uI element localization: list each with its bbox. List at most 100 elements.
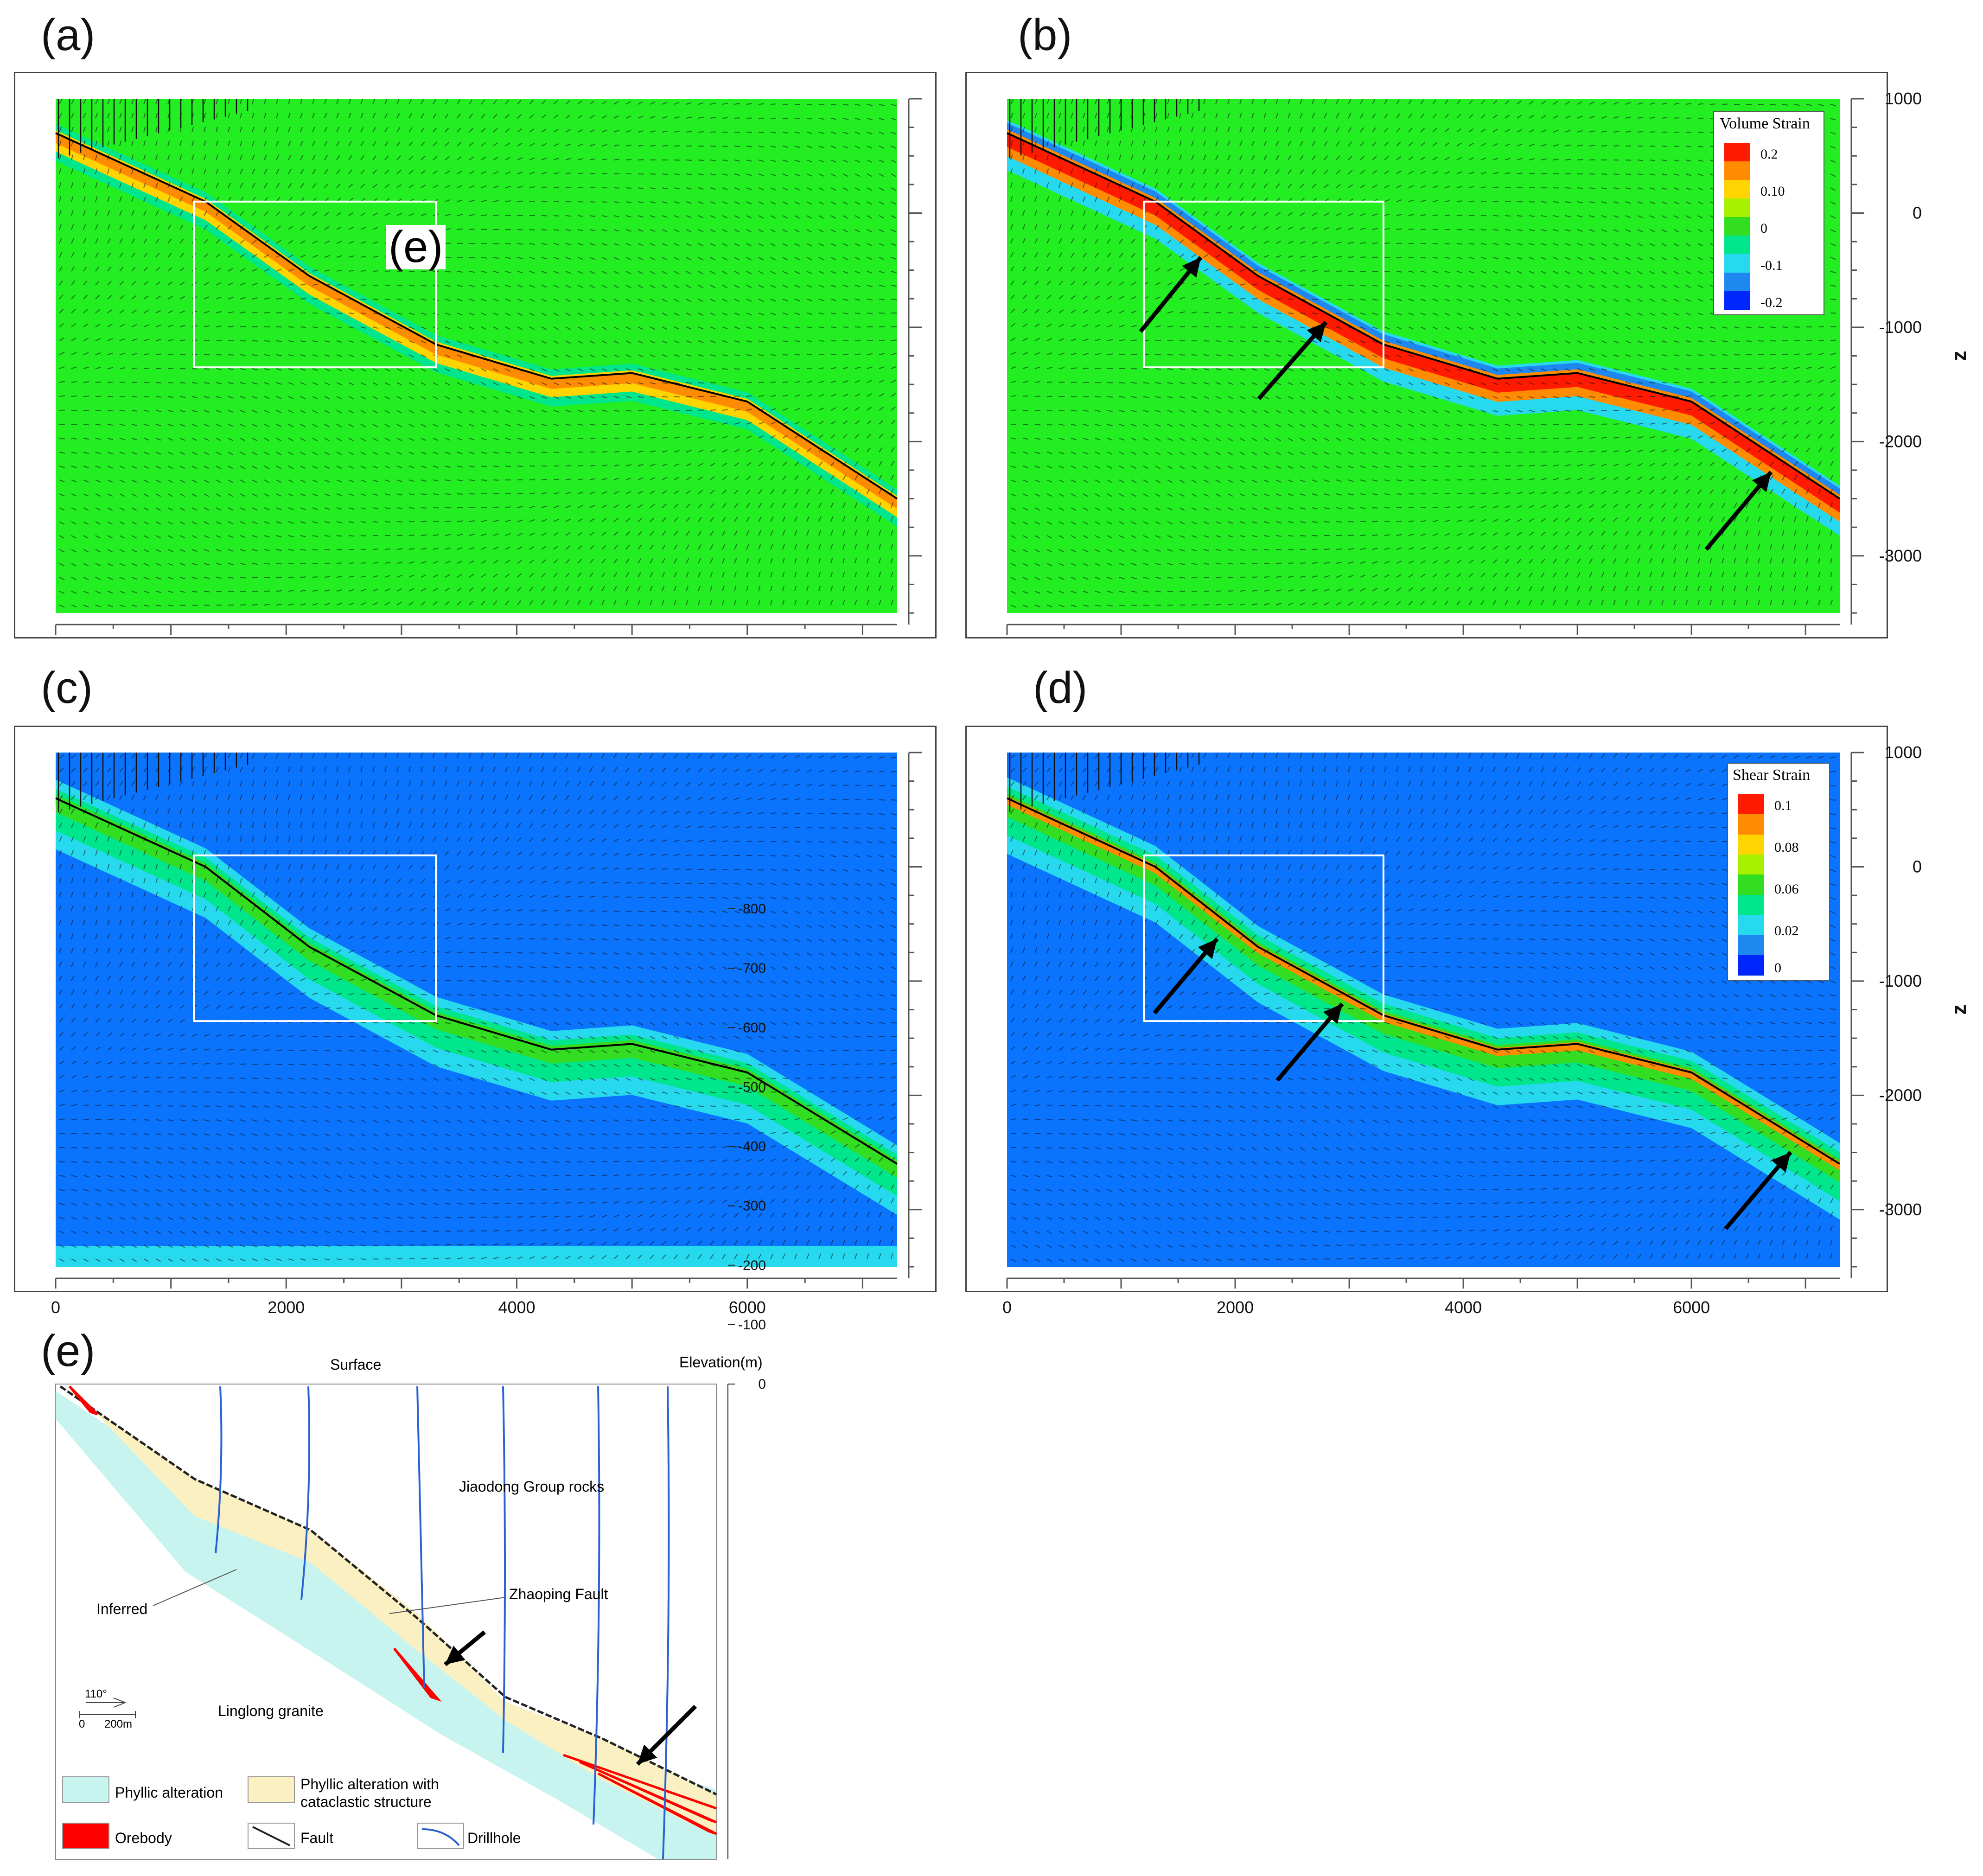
section-e-jiaodong-label: Jiaodong Group rocks [459,1478,605,1495]
arrow-head [1752,472,1771,492]
fault-zone-middle [56,130,897,517]
section-e-group: 0 -100 -200 -300 -400 -500 -600 -700 -800 [55,901,766,1860]
scale-bar [79,1711,136,1718]
volume-strain-tick-label: 0 [1760,221,1767,236]
elevation-tick-label: -500 [738,1079,766,1095]
fault-zone-inner [1007,793,1840,1183]
shear-strain-tick-label: 0.08 [1774,840,1799,855]
detail-region-box [1143,200,1384,369]
arrow-head [1307,322,1326,343]
x-tick-label: 6000 [1673,1298,1710,1317]
cataclastic-zone [65,1389,716,1836]
surface-vector-lines [57,99,249,159]
legend-orebody-text: Orebody [115,1830,172,1846]
elevation-tick-label: -100 [738,1317,766,1333]
x-tick-label: 2000 [1217,1298,1254,1317]
annotation-arrow [1275,1002,1344,1082]
volume-strain-tick-label: -0.2 [1760,295,1783,310]
colorbar-swatch [1724,273,1750,292]
elevation-tick-label: -300 [738,1199,766,1214]
annotation-arrow [1704,471,1773,551]
colorbar-swatch [1738,814,1764,835]
colorbar-swatch [1724,254,1750,274]
elevation-tick-label: -400 [738,1139,766,1155]
drillhole-trace [215,1386,223,1554]
x-tick-label: 4000 [1445,1298,1482,1317]
shear-strain-tick-label: 0 [1774,960,1781,976]
legend-drillhole-text: Drillhole [467,1830,521,1846]
arrow-head [1182,257,1201,278]
colorbar-swatch [1738,834,1764,855]
volume-strain-legend-title: Volume Strain [1720,115,1810,132]
annotation-arrow [1724,1151,1792,1230]
displacement-vectors [59,99,897,608]
panel-d-plot-group [1006,752,1864,1289]
volume-strain-colorbar [1724,143,1750,311]
panel-label-e: (e) [41,1326,96,1376]
z-tick-label: 0 [1913,857,1922,876]
colorbar-swatch [1724,291,1750,311]
legend-phyllic-swatch [62,1776,109,1803]
panel-label-c: (c) [41,663,93,713]
volume-strain-legend: Volume Strain 0.2 0.10 0 -0.1 -0.2 [1713,111,1824,315]
elevation-tick-label: -800 [738,901,766,917]
drillhole-trace [416,1386,425,1688]
colorbar-swatch [1724,161,1750,181]
volume-strain-tick-label: 0.2 [1760,147,1778,162]
colorbar-swatch [1738,854,1764,875]
x-tick-label: 0 [1002,1298,1012,1317]
legend-phyllic-cat-text-2: cataclastic structure [300,1793,432,1810]
fault-zone-middle [1007,786,1840,1201]
shear-strain-tick-label: 0.06 [1774,881,1799,897]
drillhole-trace [502,1386,506,1753]
x-tick-label: 6000 [729,1298,766,1317]
legend-phyllic-text: Phyllic alteration [115,1784,223,1801]
z-tick-label: -2000 [1879,432,1922,451]
legend-drillhole-swatch [417,1823,464,1849]
elevation-tick-label: 0 [758,1377,766,1392]
section-e-elevation-title: Elevation(m) [679,1354,763,1371]
detail-region-box [193,854,437,1022]
section-e-linglong-label: Linglong granite [218,1703,324,1719]
colorbar-swatch [1738,874,1764,895]
volume-strain-tick-label: 0.10 [1760,184,1785,199]
elevation-tick-label: -200 [738,1258,766,1273]
azimuth-symbol [86,1697,127,1708]
drillhole-trace [300,1386,311,1600]
panel-b-plot-group [1006,98,1864,635]
shear-strain-colorbar [1738,794,1764,976]
z-tick-label: 1000 [1885,743,1922,762]
z-tick-label: -3000 [1879,1200,1922,1219]
displacement-vectors [59,753,897,1262]
panel-label-b: (b) [1018,10,1072,60]
inferred-leader-line [153,1569,237,1606]
drillhole-trace [662,1386,670,1860]
surface-vector-lines [57,753,249,812]
arrow-head [445,1646,465,1665]
annotation-arrow [636,1704,697,1766]
arrow-head [1771,1152,1791,1173]
legend-drillhole-line [421,1828,460,1846]
zhaoping-leader-line [389,1597,506,1614]
fault-zone-outer [56,123,897,527]
surface-vector-lines [1009,99,1200,159]
legend-fault-line [252,1826,290,1846]
z-tick-label: 1000 [1885,89,1922,108]
colorbar-swatch [1724,143,1750,162]
detail-region-box [1143,854,1384,1022]
arrow-head [1323,1004,1342,1024]
zhaoping-fault-line [59,1385,717,1796]
fault-trace-line [1007,797,1841,1165]
section-e-inferred-label: Inferred [96,1601,148,1617]
colorbar-swatch [1724,217,1750,236]
colorbar-swatch [1724,198,1750,218]
panel-c-plot-group [55,752,922,1289]
section-e-scale-200: 200m [104,1718,133,1730]
z-axis-label: z [1948,1005,1970,1015]
legend-fault-text: Fault [300,1830,334,1846]
annotation-arrow [1257,321,1328,400]
colorbar-swatch [1738,914,1764,936]
shear-strain-legend: Shear Strain 0.1 0.08 0.06 0.02 0 [1727,763,1830,981]
drillhole-trace [593,1386,600,1825]
